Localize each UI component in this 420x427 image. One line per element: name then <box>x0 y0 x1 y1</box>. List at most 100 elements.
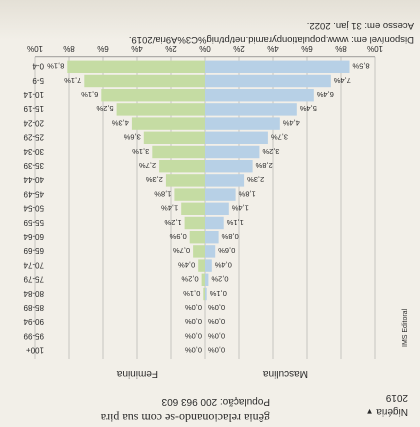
age-group-label: 30-34 <box>23 147 44 156</box>
bar-masculina-10-14 <box>205 89 314 102</box>
data-label-masculina: 1,8% <box>238 189 255 198</box>
data-label-feminina: 0,7% <box>173 246 190 255</box>
data-label-masculina: 0,6% <box>218 246 235 255</box>
data-label-feminina: 0,4% <box>178 260 195 269</box>
data-label-masculina: 0,0% <box>208 346 225 355</box>
bar-feminina-60-64 <box>189 231 205 244</box>
x-tick-label: 2% <box>233 44 245 53</box>
bar-masculina-20-24 <box>205 117 280 130</box>
data-label-feminina: 0,2% <box>181 275 198 284</box>
x-tick-label: 2% <box>165 44 177 53</box>
bar-feminina-65-69 <box>193 245 205 258</box>
data-label-feminina: 0,1% <box>183 289 200 298</box>
age-group-label: 15-19 <box>23 104 44 113</box>
data-label-feminina: 1,8% <box>154 189 171 198</box>
bar-feminina-20-24 <box>131 117 205 130</box>
data-label-masculina: 0,0% <box>208 317 225 326</box>
bar-feminina-25-29 <box>143 131 205 144</box>
data-label-feminina: 5,2% <box>96 104 113 113</box>
bar-feminina-15-19 <box>116 103 205 116</box>
bar-feminina-55-59 <box>184 216 205 230</box>
data-label-masculina: 3,2% <box>262 147 279 156</box>
bar-feminina-70-74 <box>198 259 205 272</box>
data-label-masculina: 1,1% <box>226 218 243 227</box>
bar-masculina-75-79 <box>205 273 209 286</box>
x-tick-label: 10% <box>367 44 383 53</box>
age-group-label: 40-44 <box>23 175 44 184</box>
data-label-masculina: 1,4% <box>231 204 248 213</box>
bar-masculina-15-19 <box>205 103 297 116</box>
data-label-feminina: 3,6% <box>123 133 140 142</box>
age-group-label: 5-9 <box>32 76 44 85</box>
bar-masculina-80-84 <box>205 287 207 301</box>
bar-feminina-30-34 <box>152 145 205 159</box>
bar-masculina-60-64 <box>205 231 219 244</box>
data-label-masculina: 0,4% <box>214 260 231 269</box>
data-label-masculina: 0,2% <box>211 275 228 284</box>
data-label-feminina: 0,0% <box>185 346 202 355</box>
data-label-feminina: 2,7% <box>139 161 156 170</box>
age-group-label: 60-64 <box>23 232 44 241</box>
bar-masculina-50-54 <box>205 202 229 215</box>
age-group-label: 75-79 <box>23 275 44 284</box>
bar-feminina-80-84 <box>203 287 205 301</box>
data-label-feminina: 6,1% <box>81 90 98 99</box>
data-label-masculina: 0,0% <box>208 331 225 340</box>
data-label-masculina: 6,4% <box>316 90 333 99</box>
data-label-feminina: 1,2% <box>164 218 181 227</box>
bar-masculina-25-29 <box>205 131 268 144</box>
age-group-label: 90-94 <box>23 317 44 326</box>
footer-source-line: Disponível em: www.populationpyramid.net… <box>128 34 414 45</box>
age-group-label: 70-74 <box>23 260 44 269</box>
data-label-masculina: 2,3% <box>247 175 264 184</box>
data-label-masculina: 0,0% <box>208 303 225 312</box>
bar-masculina-30-34 <box>205 145 260 159</box>
bar-masculina-40-44 <box>205 174 245 187</box>
age-group-label: 25-29 <box>23 133 44 142</box>
data-label-feminina: 0,0% <box>185 331 202 340</box>
bar-masculina-0-4 <box>205 60 350 73</box>
data-label-feminina: 4,3% <box>111 118 128 127</box>
data-label-masculina: 2,8% <box>255 161 272 170</box>
age-group-label: 10-14 <box>23 90 44 99</box>
bar-feminina-40-44 <box>165 174 205 187</box>
data-label-feminina: 3,1% <box>132 147 149 156</box>
x-tick-label: 6% <box>97 44 109 53</box>
bar-masculina-55-59 <box>205 216 224 230</box>
bar-masculina-5-9 <box>205 74 331 88</box>
data-label-masculina: 4,4% <box>282 118 299 127</box>
x-tick-label: 8% <box>335 44 347 53</box>
age-group-label: 20-24 <box>23 118 44 127</box>
bar-feminina-45-49 <box>174 188 205 201</box>
age-group-label: 65-69 <box>23 246 44 255</box>
bar-feminina-75-79 <box>201 273 205 286</box>
data-label-feminina: 2,3% <box>145 175 162 184</box>
bar-masculina-70-74 <box>205 259 212 272</box>
bar-masculina-45-49 <box>205 188 236 201</box>
data-label-feminina: 8,1% <box>47 62 64 71</box>
data-label-feminina: 7,1% <box>64 76 81 85</box>
bar-feminina-50-54 <box>181 202 205 215</box>
data-label-feminina: 1,4% <box>161 204 178 213</box>
age-group-label: 45-49 <box>23 189 44 198</box>
bar-masculina-35-39 <box>205 160 253 173</box>
x-tick-label: 0% <box>199 44 211 53</box>
age-group-label: 35-39 <box>23 161 44 170</box>
data-label-masculina: 0,8% <box>221 232 238 241</box>
data-label-feminina: 0,0% <box>185 303 202 312</box>
age-group-label: 50-54 <box>23 204 44 213</box>
age-group-label: 0-4 <box>32 62 44 71</box>
bar-feminina-35-39 <box>159 160 205 173</box>
bar-masculina-65-69 <box>205 245 216 258</box>
bar-feminina-0-4 <box>67 60 205 73</box>
data-label-masculina: 7,4% <box>333 76 350 85</box>
data-label-masculina: 3,7% <box>271 133 288 142</box>
age-group-label: 95-99 <box>23 331 44 340</box>
footer-access-line: Acesso em: 31 jan. 2022. <box>306 20 414 31</box>
data-label-masculina: 0,1% <box>209 289 226 298</box>
data-label-masculina: 8,5% <box>352 62 369 71</box>
age-group-label: 55-59 <box>23 218 44 227</box>
